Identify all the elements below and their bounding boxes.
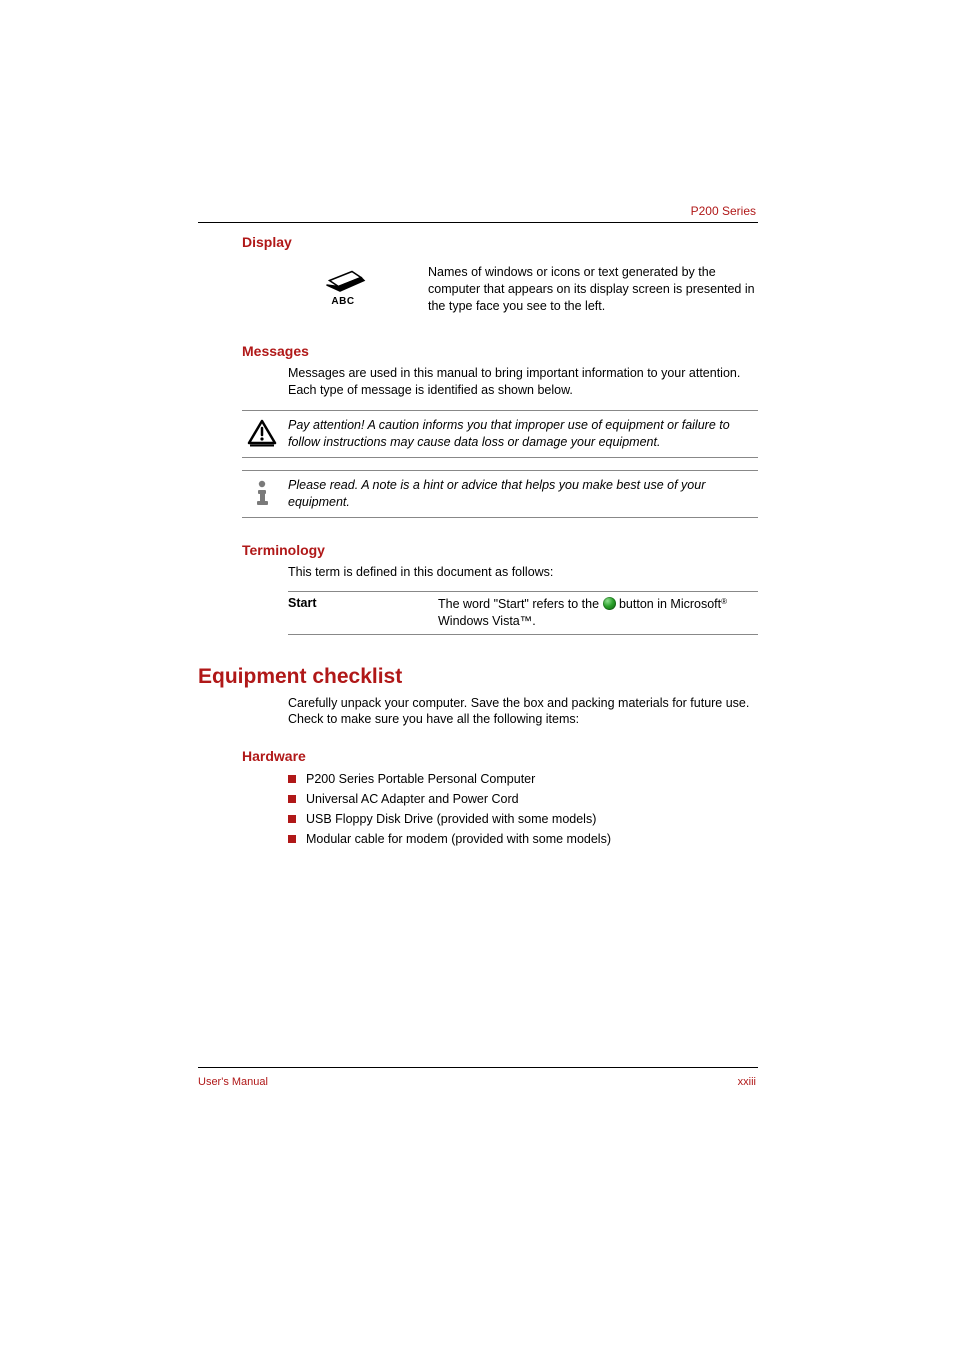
- list-item: USB Floppy Disk Drive (provided with som…: [288, 812, 758, 826]
- footer-rule: [198, 1067, 758, 1068]
- footer-manual-label: User's Manual: [198, 1076, 268, 1088]
- hardware-item-text: Modular cable for modem (provided with s…: [306, 832, 611, 846]
- bullet-icon: [288, 775, 296, 783]
- list-item: Modular cable for modem (provided with s…: [288, 832, 758, 846]
- term-def-prefix: The word "Start" refers to the: [438, 597, 603, 611]
- registered-mark: ®: [721, 597, 727, 606]
- heading-terminology: Terminology: [242, 542, 758, 558]
- list-item: Universal AC Adapter and Power Cord: [288, 792, 758, 806]
- hardware-item-text: Universal AC Adapter and Power Cord: [306, 792, 519, 806]
- table-row: Start The word "Start" refers to the but…: [288, 592, 758, 634]
- heading-messages: Messages: [242, 343, 758, 359]
- caution-text: Pay attention! A caution informs you tha…: [282, 417, 758, 451]
- note-text: Please read. A note is a hint or advice …: [282, 477, 758, 511]
- hardware-item-text: USB Floppy Disk Drive (provided with som…: [306, 812, 596, 826]
- info-icon: [242, 477, 282, 507]
- messages-intro: Messages are used in this manual to brin…: [288, 365, 758, 399]
- term-name: Start: [288, 596, 438, 630]
- footer-page-number: xxiii: [738, 1076, 756, 1088]
- start-button-icon: [603, 597, 616, 610]
- hardware-list: P200 Series Portable Personal Computer U…: [288, 772, 758, 846]
- laptop-icon-caption: ABC: [331, 296, 354, 307]
- note-box: Please read. A note is a hint or advice …: [242, 470, 758, 518]
- heading-display: Display: [242, 234, 758, 250]
- laptop-svg: [320, 264, 366, 294]
- laptop-icon: ABC: [288, 264, 398, 315]
- bullet-icon: [288, 835, 296, 843]
- bullet-icon: [288, 815, 296, 823]
- display-row: ABC Names of windows or icons or text ge…: [288, 264, 758, 315]
- caution-icon: [242, 417, 282, 447]
- equipment-intro: Carefully unpack your computer. Save the…: [288, 695, 758, 729]
- heading-hardware: Hardware: [242, 748, 758, 764]
- caution-box: Pay attention! A caution informs you tha…: [242, 410, 758, 458]
- list-item: P200 Series Portable Personal Computer: [288, 772, 758, 786]
- term-def-suffix: button in Microsoft: [616, 597, 722, 611]
- page-content: Display ABC Names of windows or icons or…: [198, 200, 758, 852]
- terminology-intro: This term is defined in this document as…: [288, 564, 758, 581]
- hardware-item-text: P200 Series Portable Personal Computer: [306, 772, 535, 786]
- terminology-table: Start The word "Start" refers to the but…: [288, 591, 758, 635]
- display-description: Names of windows or icons or text genera…: [398, 264, 758, 315]
- term-def-tail: Windows Vista™.: [438, 614, 536, 628]
- heading-equipment-checklist: Equipment checklist: [198, 665, 758, 689]
- bullet-icon: [288, 795, 296, 803]
- term-definition: The word "Start" refers to the button in…: [438, 596, 758, 630]
